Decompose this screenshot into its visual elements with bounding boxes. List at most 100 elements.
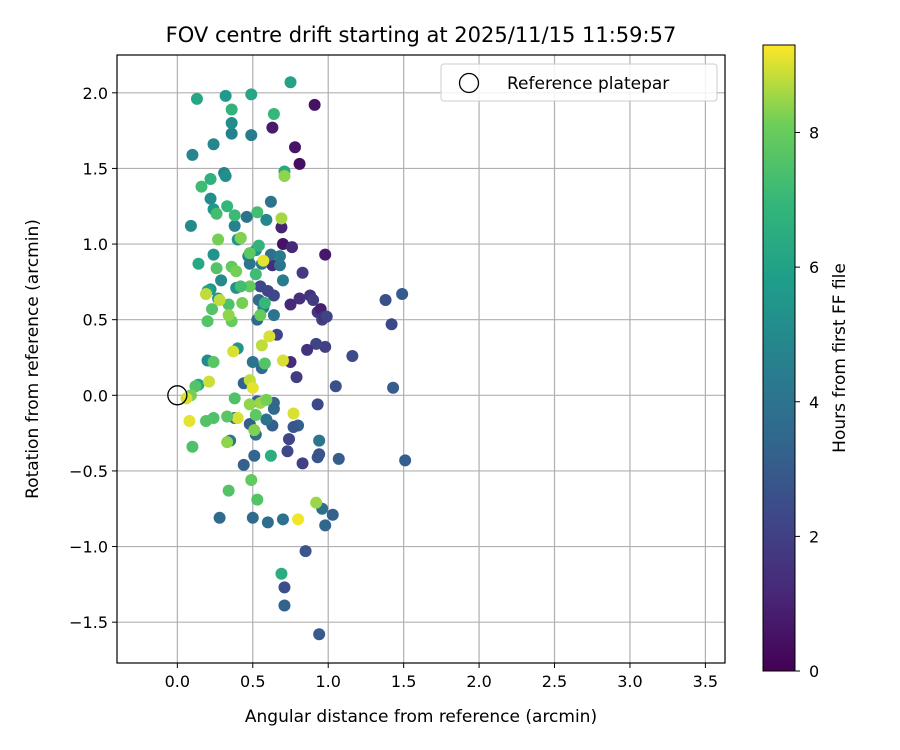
data-point	[207, 248, 220, 261]
data-point	[267, 309, 280, 322]
data-point	[192, 257, 205, 270]
data-point	[251, 493, 264, 506]
data-point	[284, 298, 297, 311]
data-point	[273, 259, 286, 272]
data-point	[346, 349, 359, 362]
data-point	[203, 375, 216, 388]
data-point	[210, 207, 223, 220]
data-point	[379, 294, 392, 307]
plot-frame	[116, 54, 726, 664]
data-point	[234, 280, 247, 293]
data-point	[184, 219, 197, 232]
y-axis-label: Rotation from reference (arcmin)	[23, 219, 43, 499]
data-point	[245, 473, 258, 486]
data-point	[243, 280, 256, 293]
data-point	[296, 266, 309, 279]
data-point	[292, 513, 305, 526]
data-point	[276, 238, 289, 251]
data-point	[319, 248, 332, 261]
data-point	[213, 511, 226, 524]
data-point	[210, 262, 223, 275]
data-point	[278, 169, 291, 182]
data-point	[222, 298, 235, 311]
data-point	[260, 393, 273, 406]
x-axis-ticks: 0.0 0.5 1.0 1.5 2.0 2.5 3.0 3.5	[165, 663, 718, 691]
data-point	[206, 303, 219, 316]
data-point	[399, 454, 412, 467]
data-point	[249, 268, 262, 281]
data-point	[236, 297, 249, 310]
x-tick-label: 2.5	[542, 672, 567, 691]
reference-marker-layer	[167, 385, 188, 406]
data-point	[219, 89, 232, 102]
data-point	[307, 294, 320, 307]
y-tick-label: 0.5	[83, 311, 108, 330]
data-point	[207, 138, 220, 151]
data-point	[308, 98, 321, 111]
data-point	[190, 92, 203, 105]
x-tick-label: 0.5	[240, 672, 265, 691]
data-point	[296, 457, 309, 470]
data-point	[228, 392, 241, 405]
data-point	[195, 180, 208, 193]
y-tick-label: −0.5	[69, 462, 108, 481]
data-point	[201, 315, 214, 328]
data-point	[275, 212, 288, 225]
data-point	[275, 221, 288, 234]
data-point	[254, 309, 267, 322]
colorbar-tick-label: 4	[809, 393, 819, 412]
data-point	[299, 545, 312, 558]
data-point	[258, 357, 271, 370]
data-point	[282, 433, 295, 446]
data-point	[266, 121, 279, 134]
data-point	[319, 340, 332, 353]
data-point	[293, 292, 306, 305]
data-point	[254, 280, 267, 293]
data-point	[246, 381, 259, 394]
data-point	[281, 445, 294, 458]
data-point	[204, 173, 217, 186]
y-tick-label: −1.0	[69, 538, 108, 557]
data-point	[221, 436, 234, 449]
reference-platepar-marker	[167, 385, 188, 406]
data-point	[273, 250, 286, 263]
data-point	[329, 380, 342, 393]
data-point	[248, 449, 261, 462]
data-point	[212, 233, 225, 246]
data-point	[319, 519, 332, 532]
colorbar-label: Hours from first FF file	[830, 263, 850, 453]
legend-box	[440, 63, 718, 102]
data-point	[248, 424, 261, 437]
data-point	[228, 209, 241, 222]
colorbar-tick-label: 2	[809, 527, 819, 546]
data-point	[313, 628, 326, 641]
data-point	[243, 257, 256, 270]
data-point	[221, 410, 234, 423]
y-tick-label: 2.0	[83, 84, 108, 103]
data-point	[225, 127, 238, 140]
data-point	[289, 141, 302, 154]
y-axis-ticks: −1.5 −1.0 −0.5 0.0 0.5 1.0 1.5 2.0	[69, 84, 117, 632]
data-point	[257, 254, 270, 267]
data-point	[204, 192, 217, 205]
data-point	[237, 458, 250, 471]
data-point	[245, 88, 258, 101]
data-point	[326, 508, 339, 521]
x-tick-label: 1.0	[315, 672, 340, 691]
data-point	[313, 448, 326, 461]
data-point	[276, 354, 289, 367]
data-point	[278, 599, 291, 612]
colorbar-tick-label: 0	[809, 662, 819, 681]
legend-marker-open-circle	[458, 72, 480, 94]
data-point	[222, 484, 235, 497]
data-point	[200, 287, 213, 300]
data-point	[221, 200, 234, 213]
y-tick-label: 1.5	[83, 159, 108, 178]
data-point	[215, 274, 228, 287]
colorbar-tick-label: 8	[809, 124, 819, 143]
data-point	[261, 516, 274, 529]
data-point	[301, 343, 314, 356]
data-point	[240, 210, 253, 223]
